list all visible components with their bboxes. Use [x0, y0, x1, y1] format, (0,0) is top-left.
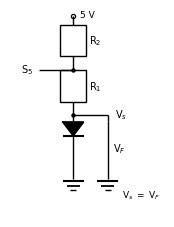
Text: R$_2$: R$_2$	[89, 35, 101, 48]
Text: R$_1$: R$_1$	[89, 79, 101, 93]
FancyBboxPatch shape	[60, 71, 86, 102]
Text: V$_s$: V$_s$	[115, 108, 127, 121]
Text: 5 V: 5 V	[80, 11, 95, 20]
FancyBboxPatch shape	[60, 25, 86, 57]
Text: S$_5$: S$_5$	[21, 63, 33, 76]
Text: V$_F$: V$_F$	[113, 142, 126, 155]
Polygon shape	[63, 123, 84, 136]
Text: V$_s$ $=$ V$_F$: V$_s$ $=$ V$_F$	[121, 188, 160, 201]
